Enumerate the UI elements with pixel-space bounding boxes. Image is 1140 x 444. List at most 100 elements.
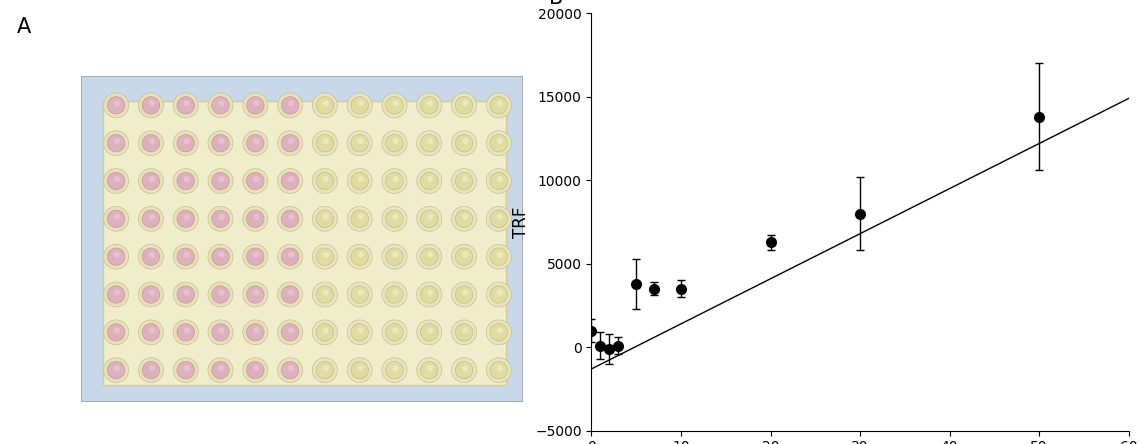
Ellipse shape xyxy=(104,206,129,231)
Ellipse shape xyxy=(246,210,264,227)
Ellipse shape xyxy=(385,172,404,190)
Ellipse shape xyxy=(282,286,299,303)
Ellipse shape xyxy=(392,289,399,296)
Ellipse shape xyxy=(316,361,334,379)
Bar xyxy=(81,76,522,401)
Ellipse shape xyxy=(323,176,329,182)
Ellipse shape xyxy=(207,320,233,345)
Ellipse shape xyxy=(455,135,473,152)
Ellipse shape xyxy=(348,282,372,307)
Ellipse shape xyxy=(392,327,399,333)
Ellipse shape xyxy=(207,244,233,269)
Ellipse shape xyxy=(104,169,129,194)
Ellipse shape xyxy=(142,361,160,379)
Ellipse shape xyxy=(316,324,334,341)
Ellipse shape xyxy=(288,252,294,258)
Ellipse shape xyxy=(455,172,473,190)
Ellipse shape xyxy=(312,244,337,269)
Ellipse shape xyxy=(138,93,163,118)
Ellipse shape xyxy=(149,214,155,220)
Ellipse shape xyxy=(462,214,469,220)
Ellipse shape xyxy=(428,138,433,144)
Ellipse shape xyxy=(392,176,399,182)
Ellipse shape xyxy=(462,100,469,107)
Ellipse shape xyxy=(382,131,407,155)
Ellipse shape xyxy=(385,286,404,303)
Ellipse shape xyxy=(462,252,469,258)
Ellipse shape xyxy=(142,248,160,266)
Ellipse shape xyxy=(138,206,163,231)
Ellipse shape xyxy=(177,97,195,114)
Ellipse shape xyxy=(382,358,407,383)
Ellipse shape xyxy=(487,358,512,383)
Ellipse shape xyxy=(316,286,334,303)
Ellipse shape xyxy=(497,289,503,296)
Ellipse shape xyxy=(348,206,372,231)
Ellipse shape xyxy=(288,365,294,371)
Ellipse shape xyxy=(348,358,372,383)
Ellipse shape xyxy=(428,365,433,371)
Ellipse shape xyxy=(462,138,469,144)
Ellipse shape xyxy=(487,169,512,194)
Ellipse shape xyxy=(138,282,163,307)
Ellipse shape xyxy=(455,361,473,379)
Ellipse shape xyxy=(316,248,334,266)
Ellipse shape xyxy=(219,176,225,182)
Ellipse shape xyxy=(149,327,155,333)
Ellipse shape xyxy=(184,214,190,220)
Ellipse shape xyxy=(253,214,260,220)
Bar xyxy=(103,101,505,385)
Ellipse shape xyxy=(392,138,399,144)
Ellipse shape xyxy=(212,172,229,190)
Ellipse shape xyxy=(277,93,302,118)
Ellipse shape xyxy=(177,361,195,379)
Ellipse shape xyxy=(351,172,368,190)
Ellipse shape xyxy=(417,206,442,231)
Ellipse shape xyxy=(382,93,407,118)
Ellipse shape xyxy=(142,210,160,227)
Ellipse shape xyxy=(490,210,507,227)
Ellipse shape xyxy=(421,210,438,227)
Ellipse shape xyxy=(104,358,129,383)
Ellipse shape xyxy=(253,252,260,258)
Ellipse shape xyxy=(316,135,334,152)
Ellipse shape xyxy=(282,361,299,379)
Ellipse shape xyxy=(451,206,477,231)
Ellipse shape xyxy=(138,169,163,194)
Ellipse shape xyxy=(417,282,442,307)
Ellipse shape xyxy=(451,131,477,155)
Ellipse shape xyxy=(219,365,225,371)
Ellipse shape xyxy=(487,131,512,155)
Ellipse shape xyxy=(243,282,268,307)
Ellipse shape xyxy=(253,176,260,182)
Ellipse shape xyxy=(312,131,337,155)
Ellipse shape xyxy=(417,169,442,194)
Ellipse shape xyxy=(382,244,407,269)
Ellipse shape xyxy=(417,320,442,345)
Ellipse shape xyxy=(312,206,337,231)
Ellipse shape xyxy=(487,282,512,307)
Ellipse shape xyxy=(312,320,337,345)
Ellipse shape xyxy=(451,93,477,118)
Ellipse shape xyxy=(173,206,198,231)
Ellipse shape xyxy=(184,176,190,182)
Ellipse shape xyxy=(455,97,473,114)
Ellipse shape xyxy=(114,176,121,182)
Ellipse shape xyxy=(323,214,329,220)
Ellipse shape xyxy=(142,286,160,303)
Ellipse shape xyxy=(358,289,364,296)
Ellipse shape xyxy=(219,138,225,144)
Ellipse shape xyxy=(114,138,121,144)
Ellipse shape xyxy=(149,100,155,107)
Ellipse shape xyxy=(114,252,121,258)
Ellipse shape xyxy=(243,206,268,231)
Ellipse shape xyxy=(348,169,372,194)
Ellipse shape xyxy=(282,172,299,190)
Ellipse shape xyxy=(282,97,299,114)
Ellipse shape xyxy=(277,320,302,345)
Ellipse shape xyxy=(219,289,225,296)
Ellipse shape xyxy=(149,176,155,182)
Ellipse shape xyxy=(104,282,129,307)
Ellipse shape xyxy=(312,169,337,194)
Ellipse shape xyxy=(212,135,229,152)
